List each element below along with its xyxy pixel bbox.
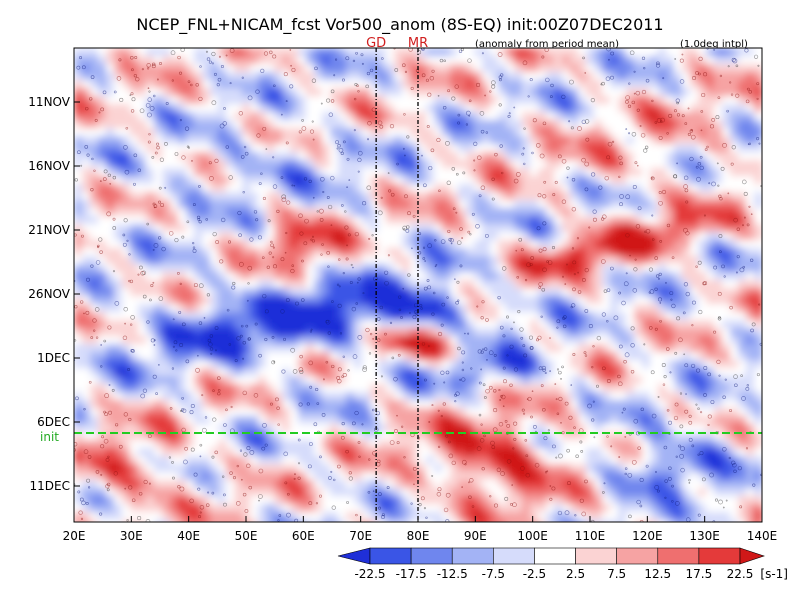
y-tick-label: 1DEC — [37, 351, 70, 365]
y-tick-label: 21NOV — [28, 223, 70, 237]
colorbar-level-label: 17.5 — [686, 567, 713, 581]
colorbar-level-label: -7.5 — [482, 567, 505, 581]
colorbar-swatch — [369, 547, 412, 565]
colorbar-level-label: -2.5 — [523, 567, 546, 581]
x-tick-label: 90E — [464, 529, 487, 543]
x-tick-label: 70E — [349, 529, 372, 543]
station-markers: GD MR — [366, 36, 428, 522]
x-tick-label: 140E — [747, 529, 778, 543]
x-tick-label: 120E — [632, 529, 663, 543]
colorbar-level-label: 22.5 — [727, 567, 754, 581]
x-tick-label: 30E — [120, 529, 143, 543]
colorbar-swatch — [493, 547, 535, 565]
y-tick-label: 6DEC — [37, 415, 70, 429]
colorbar-swatch — [451, 547, 494, 565]
colorbar-level-label: 2.5 — [566, 567, 585, 581]
y-tick-label: 11NOV — [28, 95, 70, 109]
colorbar-swatch — [410, 547, 453, 565]
colorbar-level-label: -22.5 — [354, 567, 385, 581]
colorbar-end-low — [337, 547, 371, 565]
colorbar-swatch — [575, 547, 617, 565]
chart-title: NCEP_FNL+NICAM_fcst Vor500_anom (8S-EQ) … — [136, 15, 663, 35]
x-tick-label: 40E — [177, 529, 200, 543]
colorbar-unit: [s-1] — [760, 567, 788, 581]
y-axis: 11NOV 16NOV 21NOV 26NOV 1DEC 6DEC 11DEC — [28, 95, 80, 493]
x-tick-label: 130E — [689, 529, 720, 543]
colorbar-end-high — [739, 547, 765, 565]
colorbar-swatch — [534, 547, 576, 565]
station-label: MR — [408, 36, 428, 51]
chart-subtitle-right: (1.0deg intpl) — [680, 39, 748, 50]
colorbar-level-label: 7.5 — [607, 567, 626, 581]
colorbar: -22.5 -17.5 -12.5 -7.5 -2.5 2.5 7.5 12.5 17.5 22.… — [337, 547, 788, 581]
station-label: GD — [366, 36, 386, 51]
colorbar-swatch — [616, 547, 659, 565]
x-tick-label: 100E — [517, 529, 548, 543]
x-tick-label: 80E — [407, 529, 430, 543]
x-tick-label: 110E — [575, 529, 606, 543]
colorbar-level-label: -17.5 — [396, 567, 427, 581]
y-tick-label: 26NOV — [28, 287, 70, 301]
x-tick-label: 50E — [235, 529, 258, 543]
colorbar-level-label: 12.5 — [644, 567, 671, 581]
x-tick-label: 60E — [292, 529, 315, 543]
init-label: init — [40, 430, 59, 444]
contour-texture — [74, 48, 762, 522]
x-tick-label: 20E — [63, 529, 86, 543]
y-tick-label: 16NOV — [28, 159, 70, 173]
chart-subtitle-left: (anomaly from period mean) — [475, 39, 619, 50]
colorbar-swatch — [657, 547, 700, 565]
y-tick-label: 11DEC — [30, 479, 70, 493]
x-axis: 20E 30E 40E 50E 60E 70E 80E 90E 100E 110E 120E 130E… — [63, 516, 778, 543]
colorbar-swatch — [698, 547, 741, 565]
colorbar-level-label: -12.5 — [437, 567, 468, 581]
